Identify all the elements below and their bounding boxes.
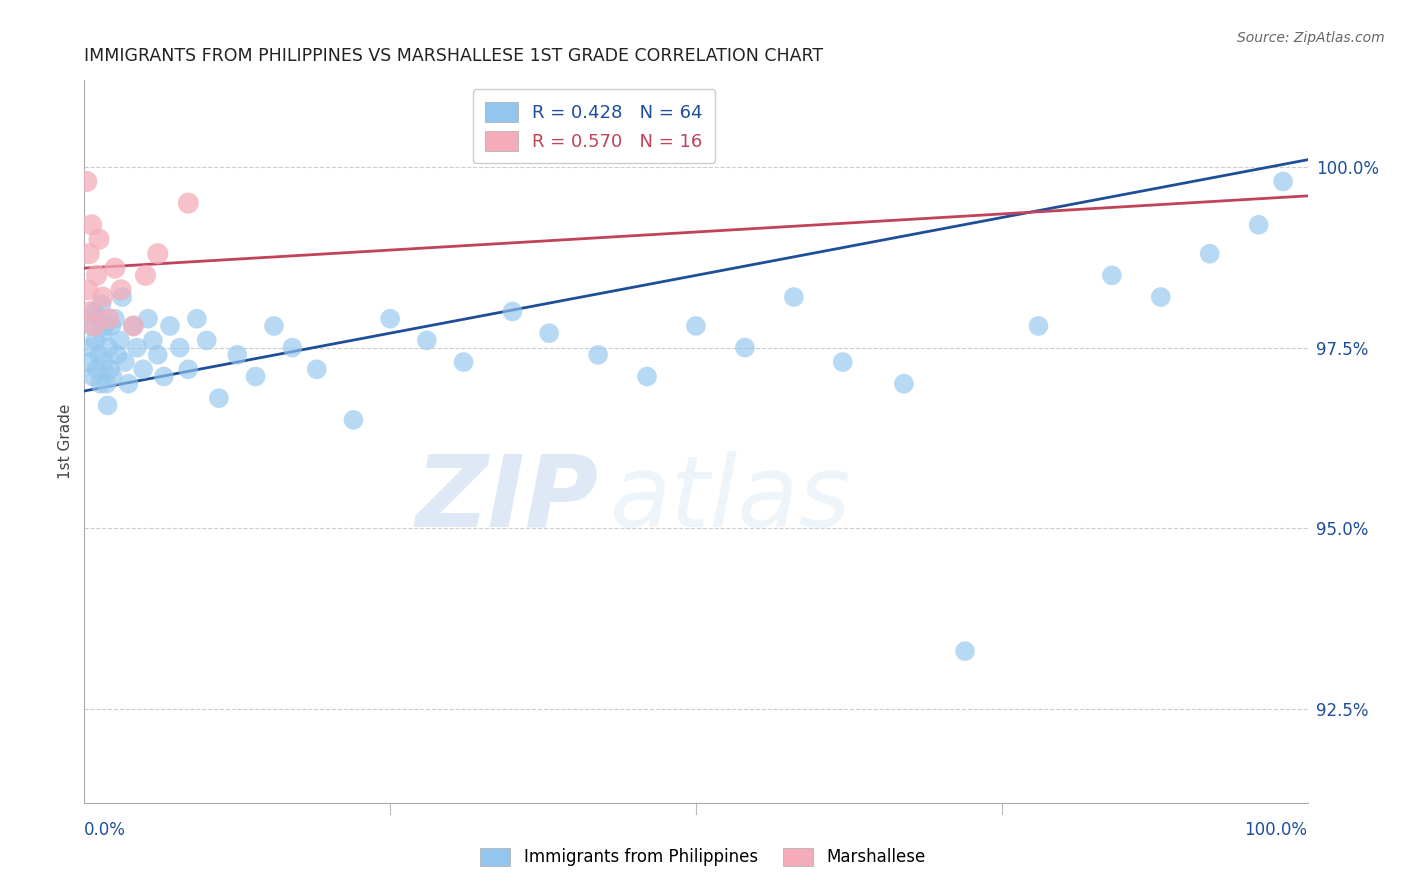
Point [77,283,100,297]
Point [159,318,181,333]
Point [146,348,169,362]
Point [105,348,128,362]
Point [93,355,115,369]
Point [122,318,145,333]
Text: 100.0%: 100.0% [1244,821,1308,838]
Point [186,311,208,326]
Point [226,348,249,362]
Point [453,355,475,369]
Point [831,355,853,369]
Point [86,362,108,376]
Point [953,644,976,658]
Point [734,341,756,355]
Point [98,362,121,376]
Legend: R = 0.428   N = 64, R = 0.570   N = 16: R = 0.428 N = 64, R = 0.570 N = 16 [472,89,716,163]
Legend: Immigrants from Philippines, Marshallese: Immigrants from Philippines, Marshallese [472,839,934,875]
Point [104,261,127,276]
Point [97,311,120,326]
Text: Source: ZipAtlas.com: Source: ZipAtlas.com [1237,31,1385,45]
Point [111,290,134,304]
Point [82,369,104,384]
Point [169,341,191,355]
Point [208,391,231,405]
Point [783,290,806,304]
Point [110,283,132,297]
Point [79,304,101,318]
Point [76,174,98,188]
Point [91,326,114,341]
Point [1247,218,1270,232]
Point [195,334,218,348]
Point [90,297,112,311]
Point [114,355,136,369]
Point [1028,318,1050,333]
Point [342,413,364,427]
Point [91,290,114,304]
Point [893,376,915,391]
Point [135,268,157,283]
Point [177,362,200,376]
Point [83,304,105,318]
Point [263,318,285,333]
Point [100,318,122,333]
Point [305,362,328,376]
Point [122,318,145,333]
Point [538,326,561,341]
Point [77,246,100,260]
Point [87,348,110,362]
Point [89,376,111,391]
Y-axis label: 1st Grade: 1st Grade [58,404,73,479]
Text: atlas: atlas [610,450,852,548]
Point [87,232,110,246]
Point [80,318,103,333]
Point [83,318,105,333]
Point [80,218,103,232]
Point [84,334,107,348]
Point [177,196,200,211]
Point [79,341,101,355]
Text: 0.0%: 0.0% [84,821,127,838]
Point [94,318,117,333]
Point [97,341,120,355]
Point [125,341,148,355]
Point [380,311,402,326]
Point [1150,290,1173,304]
Point [502,304,524,318]
Point [685,318,707,333]
Point [1198,246,1220,260]
Point [1101,268,1123,283]
Text: IMMIGRANTS FROM PHILIPPINES VS MARSHALLESE 1ST GRADE CORRELATION CHART: IMMIGRANTS FROM PHILIPPINES VS MARSHALLE… [84,47,824,65]
Point [87,311,110,326]
Point [1272,174,1295,188]
Point [132,362,155,376]
Point [101,369,124,384]
Point [104,311,127,326]
Text: ZIP: ZIP [415,450,598,548]
Point [96,376,118,391]
Point [117,376,139,391]
Point [77,355,100,369]
Point [586,348,609,362]
Point [86,268,108,283]
Point [142,334,165,348]
Point [416,334,439,348]
Point [136,311,159,326]
Point [281,341,304,355]
Point [153,369,176,384]
Point [97,399,120,413]
Point [245,369,267,384]
Point [146,246,169,260]
Point [636,369,658,384]
Point [108,334,131,348]
